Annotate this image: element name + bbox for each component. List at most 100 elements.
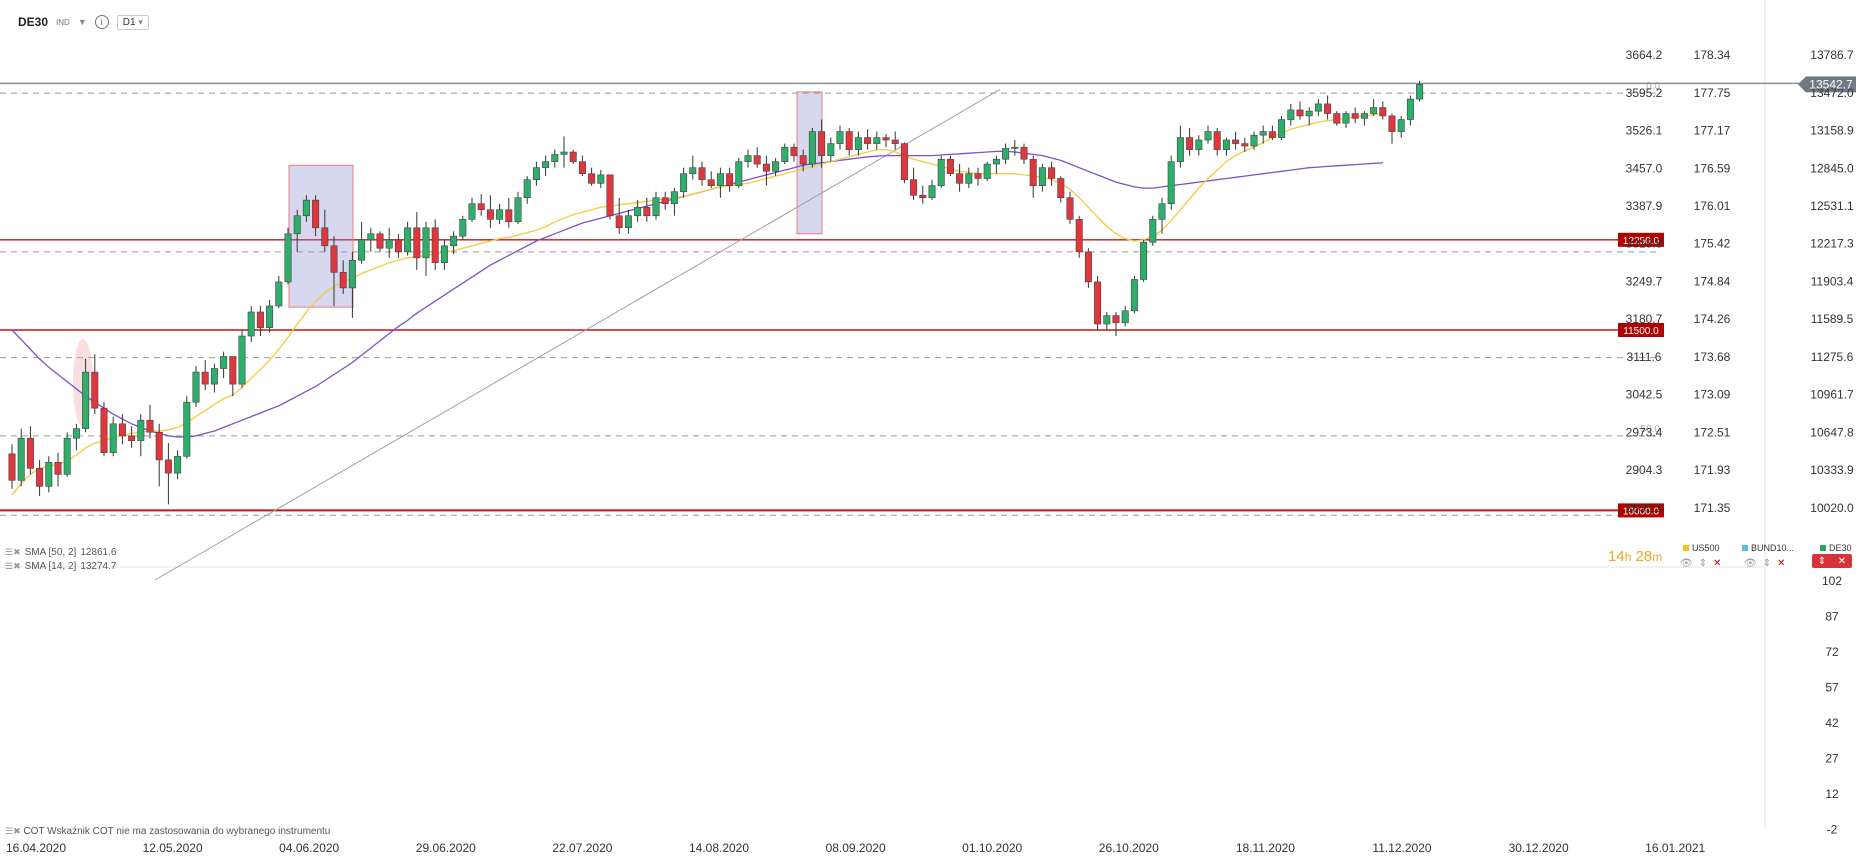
- sub-axis-label: 27: [1825, 752, 1839, 766]
- info-icon[interactable]: i: [94, 15, 109, 29]
- eye-icon[interactable]: 👁: [1680, 558, 1693, 569]
- candle-body: [201, 371, 209, 385]
- candle-body: [1103, 315, 1111, 325]
- candle-body: [1416, 84, 1424, 100]
- secondary-axis-label: 3387.9: [1626, 199, 1663, 213]
- candle-body: [1066, 197, 1074, 220]
- candle-body: [974, 173, 982, 179]
- candle-body: [118, 423, 126, 437]
- trendline-segment: [154, 89, 1001, 581]
- candle-body: [597, 174, 605, 184]
- candle-body: [54, 461, 62, 475]
- symbol-label[interactable]: DE30: [18, 15, 49, 29]
- x-tick-label: 29.06.2020: [416, 841, 476, 855]
- candle-body: [1084, 251, 1092, 283]
- candle-body: [1406, 98, 1414, 120]
- instrument-de30[interactable]: DE30: [1820, 543, 1852, 553]
- secondary-axis-label: 3664.2: [1626, 48, 1663, 62]
- sma50-legend[interactable]: ☰✖ SMA [50, 2] 12861.6: [5, 547, 116, 558]
- candle-body: [514, 197, 522, 223]
- instrument-us500[interactable]: US500: [1683, 543, 1720, 553]
- menu-icon[interactable]: ☰✖: [5, 826, 21, 836]
- candle-body: [652, 197, 660, 217]
- instrument-bund10[interactable]: BUND10...: [1742, 543, 1794, 553]
- candle-body: [744, 155, 752, 162]
- candle-body: [1342, 113, 1350, 124]
- close-icon[interactable]: ✕: [1713, 558, 1722, 569]
- candle-body: [818, 131, 826, 156]
- x-tick-label: 04.06.2020: [279, 841, 339, 855]
- us500-axis-label: 174.26: [1694, 312, 1731, 326]
- reorder-icon[interactable]: ⇕: [1762, 558, 1772, 569]
- instrument-name: DE30: [1829, 543, 1852, 553]
- candle-body: [1232, 139, 1240, 144]
- candle-body: [146, 419, 154, 433]
- bund10-controls: 👁 ⇕ ✕: [1744, 558, 1785, 569]
- candle-body: [1204, 131, 1212, 141]
- candle-body: [1112, 315, 1120, 324]
- candle-body: [238, 335, 246, 385]
- candle-body: [588, 173, 596, 184]
- menu-icon[interactable]: ☰✖: [5, 547, 21, 557]
- candle-body: [155, 431, 163, 461]
- sma14-legend[interactable]: ☰✖ SMA [14, 2] 13274.7: [5, 561, 116, 572]
- chevron-down-icon[interactable]: ▼: [77, 17, 87, 27]
- candle-body: [302, 199, 310, 217]
- us500-axis-label: 172.51: [1694, 425, 1731, 439]
- candle-body: [1167, 161, 1175, 205]
- candle-body: [17, 437, 25, 481]
- timeframe-select[interactable]: D1 ▾: [116, 14, 149, 30]
- candle-body: [1130, 279, 1138, 312]
- us500-color-swatch: [1683, 545, 1689, 551]
- x-tick-label: 11.12.2020: [1372, 841, 1431, 855]
- candle-body: [247, 311, 255, 337]
- candle-body: [321, 227, 329, 247]
- sub-axis-label: 57: [1825, 681, 1839, 695]
- de30-axis-label: 12845.0: [1810, 161, 1854, 175]
- sub-axis-label: 102: [1822, 574, 1842, 588]
- candle-body: [854, 137, 862, 150]
- secondary-axis-label: 3526.1: [1626, 124, 1663, 138]
- de30-axis-label: 10333.9: [1810, 463, 1854, 477]
- candle-body: [8, 453, 16, 481]
- candle-body: [799, 155, 807, 165]
- candle-body: [523, 179, 531, 199]
- de30-controls[interactable]: ⇕ ✕: [1812, 554, 1852, 568]
- reorder-icon[interactable]: ⇕: [1817, 555, 1827, 567]
- candle-body: [36, 468, 44, 487]
- us500-axis-label: 174.84: [1694, 274, 1731, 288]
- sma14-line: [11, 112, 1383, 496]
- level-label: 11500.0: [1623, 326, 1659, 337]
- candle-body: [836, 131, 844, 144]
- candle-body: [45, 461, 53, 487]
- candle-body: [542, 161, 550, 168]
- candles: [8, 81, 1424, 505]
- close-icon[interactable]: ✕: [1777, 558, 1786, 569]
- eye-icon[interactable]: 👁: [1744, 558, 1757, 569]
- candle-body: [192, 371, 200, 403]
- x-tick-label: 14.08.2020: [689, 841, 749, 855]
- candle-body: [1360, 113, 1368, 119]
- last-price-label: 13542.7: [1809, 77, 1853, 91]
- candle-body: [1370, 107, 1378, 114]
- x-tick-label: 08.09.2020: [826, 841, 886, 855]
- candle-timer: 14h 28m: [1608, 548, 1662, 565]
- candle-body: [183, 401, 191, 457]
- close-icon[interactable]: ✕: [1837, 555, 1847, 567]
- de30-axis-label: 11903.4: [1811, 274, 1854, 288]
- candle-body: [1158, 203, 1166, 220]
- candle-body: [477, 203, 485, 211]
- candle-body: [716, 173, 724, 186]
- menu-icon[interactable]: ☰✖: [5, 561, 21, 571]
- reorder-icon[interactable]: ⇕: [1698, 558, 1708, 569]
- candle-body: [762, 163, 770, 172]
- x-tick-label: 30.12.2020: [1509, 841, 1569, 855]
- candle-body: [164, 459, 172, 474]
- us500-axis-label: 176.59: [1694, 161, 1731, 175]
- candle-body: [643, 207, 651, 217]
- candle-body: [956, 173, 964, 184]
- candle-body: [1324, 103, 1332, 114]
- us500-controls: 👁 ⇕ ✕: [1680, 558, 1721, 569]
